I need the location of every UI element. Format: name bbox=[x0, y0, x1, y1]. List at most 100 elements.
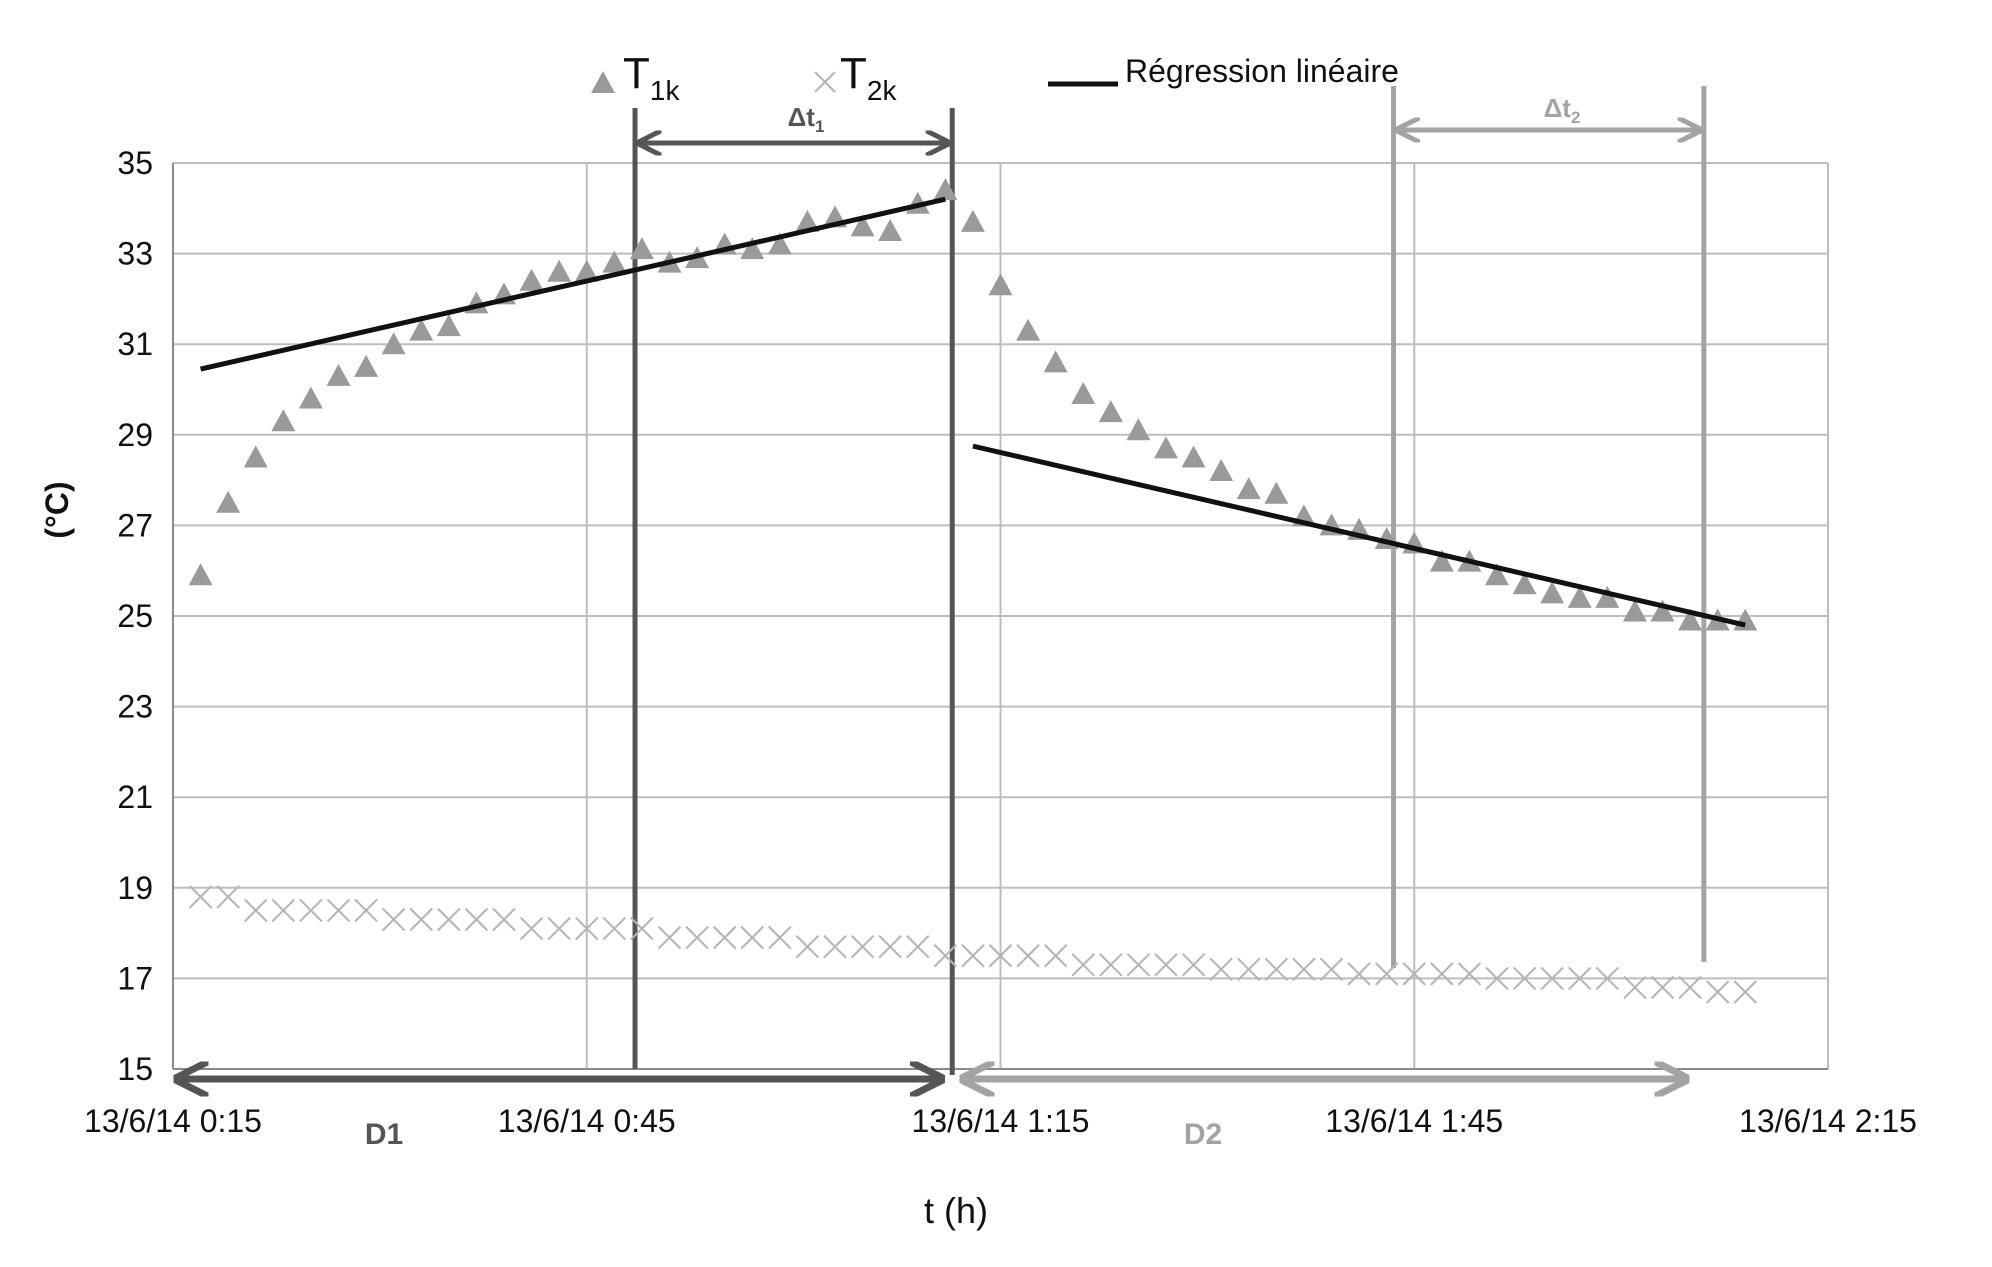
t2k-point-stroke bbox=[1209, 957, 1233, 982]
t1k-point bbox=[740, 237, 765, 260]
t2k-point bbox=[1319, 957, 1344, 982]
t2k-point-stroke bbox=[1595, 966, 1620, 991]
grid bbox=[172, 162, 1829, 1070]
x-tick-label: 13/6/14 2:15 bbox=[1739, 1103, 1917, 1139]
t2k-point-stroke bbox=[850, 934, 875, 959]
t2k-point bbox=[1485, 966, 1509, 991]
t2k-point bbox=[988, 944, 1013, 968]
t2k-point-stroke bbox=[1016, 944, 1040, 968]
t1k-point bbox=[1429, 549, 1454, 572]
t2k-point-stroke bbox=[657, 925, 682, 950]
x-axis-title: t (h) bbox=[924, 1190, 988, 1231]
t2k-point bbox=[1650, 975, 1675, 1000]
y-tick-label: 29 bbox=[117, 417, 153, 453]
y-tick-label: 25 bbox=[117, 598, 153, 634]
t1k-point bbox=[767, 232, 792, 255]
t2k-point bbox=[1402, 962, 1426, 986]
y-axis-title: (°C) bbox=[39, 481, 75, 538]
t1k-point bbox=[629, 237, 654, 260]
t2k-point-stroke bbox=[630, 916, 654, 941]
t2k-point-stroke bbox=[1154, 953, 1178, 977]
t2k-point-stroke bbox=[1264, 957, 1289, 982]
t1k-point bbox=[988, 273, 1013, 296]
t2k-point bbox=[602, 916, 627, 941]
t2k-point bbox=[768, 925, 792, 950]
t1k-point bbox=[1154, 436, 1178, 459]
t1k-point bbox=[1264, 481, 1289, 504]
t2k-point bbox=[1154, 953, 1178, 977]
t2k-point bbox=[299, 898, 323, 923]
x-tick-label: 13/6/14 1:45 bbox=[1325, 1103, 1503, 1139]
t1k-point bbox=[1236, 477, 1261, 500]
dt2-label: Δt2 bbox=[1544, 93, 1581, 127]
t1k-point bbox=[243, 445, 268, 468]
t2k-point-stroke bbox=[354, 898, 378, 923]
t1k-point bbox=[354, 354, 379, 377]
t2k-point-stroke bbox=[740, 925, 764, 950]
t1k-point bbox=[216, 490, 241, 513]
legend-t1k-label: T1k bbox=[623, 49, 680, 106]
t2k-point-stroke bbox=[1457, 962, 1482, 986]
t1k-point bbox=[436, 314, 461, 337]
t2k-point bbox=[1126, 953, 1151, 977]
t2k-point bbox=[1209, 957, 1233, 982]
t1k-point bbox=[1098, 400, 1123, 423]
t1k-point bbox=[1071, 382, 1096, 405]
t2k-point-stroke bbox=[547, 916, 571, 941]
t2k-point bbox=[1678, 975, 1702, 1000]
t2k-point-stroke bbox=[1705, 980, 1730, 1004]
t1k-point bbox=[1733, 608, 1758, 631]
y-tick-label: 19 bbox=[117, 870, 153, 906]
regression-lines bbox=[200, 196, 1746, 628]
t2k-point bbox=[1181, 953, 1206, 977]
t2k-point bbox=[850, 934, 875, 959]
t2k-point bbox=[712, 925, 737, 950]
t1k-point bbox=[1540, 581, 1565, 604]
t2k-point bbox=[740, 925, 764, 950]
x-tick-label: 13/6/14 1:15 bbox=[912, 1103, 1090, 1139]
x-axis-ticks: 13/6/14 0:15 13/6/14 0:45 13/6/14 1:15 13/6… bbox=[84, 1103, 1917, 1139]
t2k-point bbox=[823, 934, 847, 959]
t2k-point bbox=[464, 907, 489, 932]
t2k-point-stroke bbox=[823, 934, 847, 959]
t2k-point bbox=[381, 907, 406, 932]
t1k-point bbox=[409, 318, 434, 341]
t2k-point bbox=[1457, 962, 1482, 986]
y-tick-label: 15 bbox=[117, 1051, 153, 1087]
t2k-point bbox=[1347, 962, 1371, 986]
t2k-point bbox=[878, 934, 902, 959]
t2k-point bbox=[1071, 953, 1095, 977]
t1k-point bbox=[933, 178, 958, 201]
t2k-point-stroke bbox=[1043, 944, 1068, 968]
t2k-point-stroke bbox=[1292, 957, 1316, 982]
t1k-point bbox=[326, 363, 351, 386]
t2k-point bbox=[244, 898, 268, 923]
t2k-point-stroke bbox=[961, 944, 985, 968]
t2k-point-stroke bbox=[712, 925, 737, 950]
t1k-point bbox=[850, 214, 875, 237]
dt1-label: Δt1 bbox=[788, 102, 825, 136]
t2k-point-stroke bbox=[795, 934, 820, 959]
legend-t2k-label: T2k bbox=[840, 49, 897, 106]
t2k-point bbox=[1099, 953, 1123, 977]
t1k-point bbox=[271, 409, 296, 432]
t1k-point bbox=[1595, 585, 1620, 608]
regression-line bbox=[972, 443, 1746, 628]
t2k-point bbox=[1430, 962, 1454, 986]
t2k-point-stroke bbox=[575, 916, 599, 941]
t2k-point-stroke bbox=[602, 916, 627, 941]
t2k-point bbox=[1237, 957, 1261, 982]
t2k-point-stroke bbox=[1402, 962, 1426, 986]
t2k-point bbox=[271, 898, 296, 923]
t2k-point-stroke bbox=[1430, 962, 1454, 986]
t2k-point-stroke bbox=[685, 925, 709, 950]
t2k-point-stroke bbox=[299, 898, 323, 923]
d2-label: D2 bbox=[1184, 1118, 1222, 1151]
series bbox=[188, 178, 1758, 1004]
t2k-point-stroke bbox=[271, 898, 296, 923]
t2k-point-stroke bbox=[1512, 966, 1537, 991]
t2k-point-stroke bbox=[1623, 975, 1647, 1000]
t1k-point bbox=[1678, 608, 1703, 631]
t2k-point bbox=[492, 907, 516, 932]
t2k-point-stroke bbox=[906, 934, 930, 959]
